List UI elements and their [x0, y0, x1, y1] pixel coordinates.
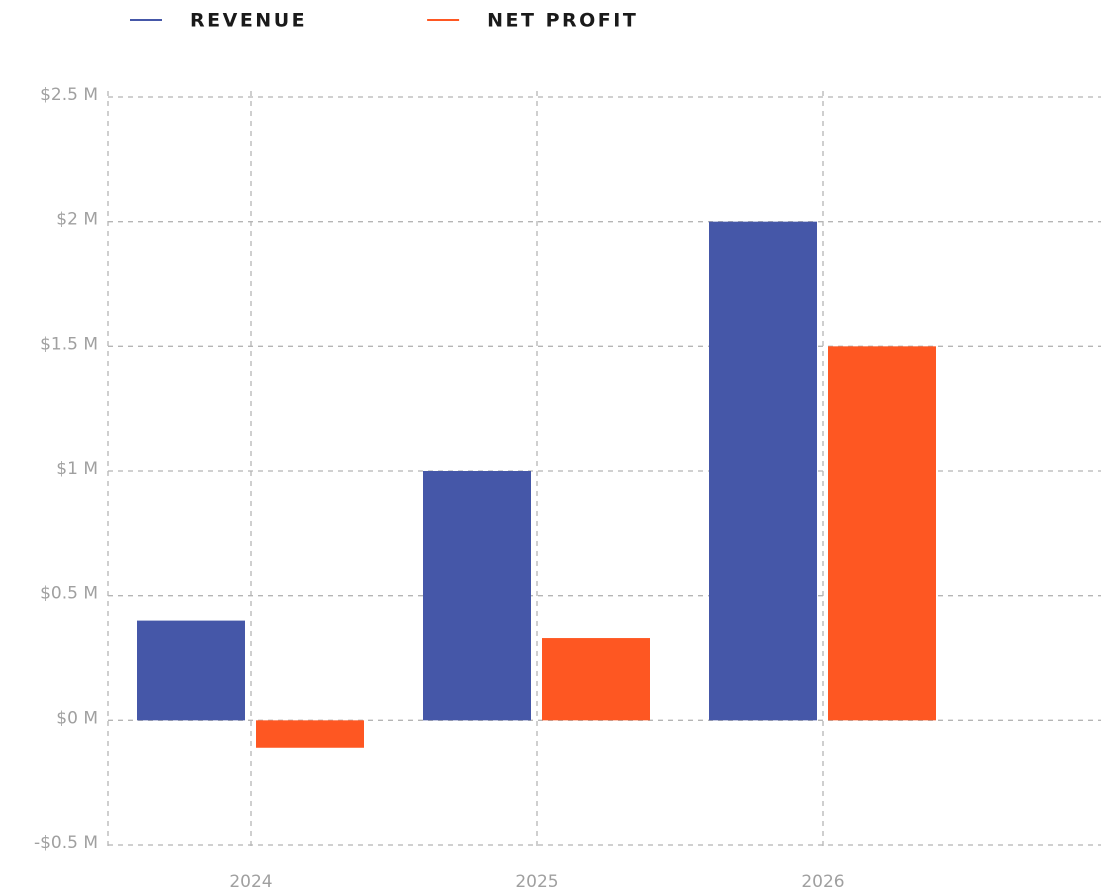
y-tick-label: $2 M	[56, 210, 98, 230]
bar	[423, 471, 531, 721]
bar	[709, 221, 817, 721]
x-tick-label: 2024	[229, 872, 272, 892]
y-tick-label: $1 M	[56, 459, 98, 479]
y-tick-label: $1.5 M	[40, 334, 98, 354]
legend-label: REVENUE	[190, 10, 307, 32]
bar	[256, 720, 364, 748]
x-tick-label: 2026	[801, 872, 844, 892]
y-tick-label: $2.5 M	[40, 85, 98, 105]
legend-label: NET PROFIT	[487, 10, 638, 32]
y-tick-label: $0 M	[56, 708, 98, 728]
bar	[137, 620, 245, 721]
bar	[828, 346, 936, 721]
bar	[542, 638, 650, 721]
x-tick-label: 2025	[515, 872, 558, 892]
y-tick-label: $0.5 M	[40, 584, 98, 604]
y-tick-label: -$0.5 M	[34, 833, 98, 853]
